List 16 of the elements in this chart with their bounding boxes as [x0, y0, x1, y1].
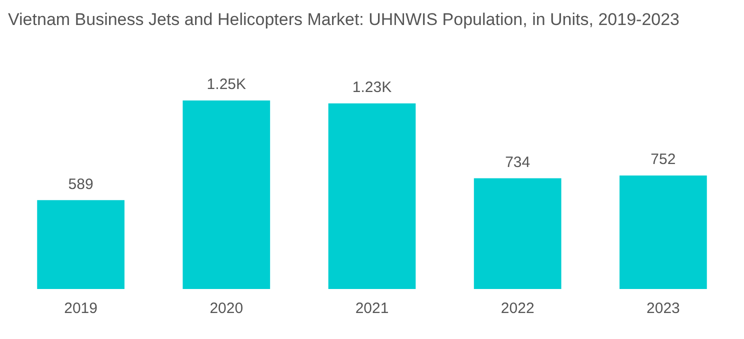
data-label: 752 — [650, 151, 676, 168]
bar — [474, 178, 562, 289]
data-label: 734 — [505, 154, 530, 171]
x-tick-label: 2019 — [64, 300, 98, 318]
data-label: 1.23K — [352, 79, 392, 96]
x-tick-label: 2023 — [646, 300, 680, 318]
bar — [182, 100, 270, 289]
bar — [37, 200, 124, 289]
data-label: 589 — [68, 176, 94, 193]
chart-title: Vietnam Business Jets and Helicopters Market: UHNWIS Population, in Units, 2019-2023 — [8, 10, 680, 29]
bar — [620, 176, 707, 289]
bar — [328, 103, 416, 289]
x-tick-label: 2020 — [210, 300, 244, 318]
data-label: 1.25K — [206, 76, 246, 94]
x-tick-label: 2021 — [355, 300, 389, 318]
x-tick-label: 2022 — [500, 300, 534, 318]
